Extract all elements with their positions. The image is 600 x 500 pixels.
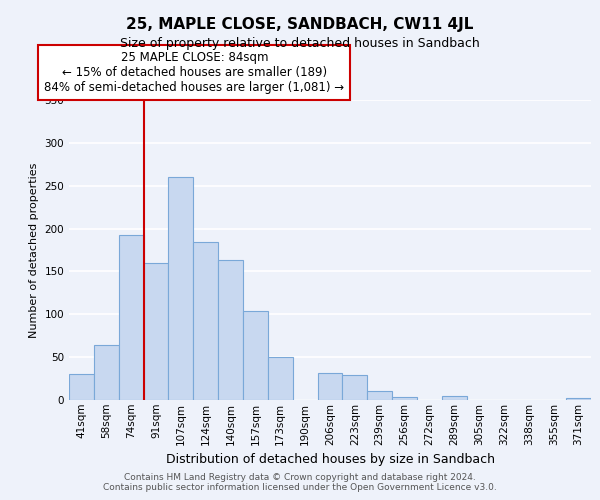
Bar <box>119 234 143 400</box>
Bar <box>268 357 293 400</box>
Bar <box>69 374 94 400</box>
Text: Size of property relative to detached houses in Sandbach: Size of property relative to detached ho… <box>120 38 480 51</box>
Bar <box>442 396 467 400</box>
Bar <box>243 311 268 400</box>
Bar <box>566 398 591 400</box>
Bar <box>169 177 193 400</box>
X-axis label: Distribution of detached houses by size in Sandbach: Distribution of detached houses by size … <box>166 453 494 466</box>
Text: 25 MAPLE CLOSE: 84sqm
← 15% of detached houses are smaller (189)
84% of semi-det: 25 MAPLE CLOSE: 84sqm ← 15% of detached … <box>44 51 344 94</box>
Text: Contains HM Land Registry data © Crown copyright and database right 2024.
Contai: Contains HM Land Registry data © Crown c… <box>103 473 497 492</box>
Bar <box>218 260 243 400</box>
Bar <box>193 242 218 400</box>
Y-axis label: Number of detached properties: Number of detached properties <box>29 162 39 338</box>
Bar <box>367 390 392 400</box>
Bar <box>94 345 119 400</box>
Bar <box>317 372 343 400</box>
Bar <box>392 396 417 400</box>
Text: 25, MAPLE CLOSE, SANDBACH, CW11 4JL: 25, MAPLE CLOSE, SANDBACH, CW11 4JL <box>127 18 473 32</box>
Bar <box>143 263 169 400</box>
Bar <box>343 375 367 400</box>
